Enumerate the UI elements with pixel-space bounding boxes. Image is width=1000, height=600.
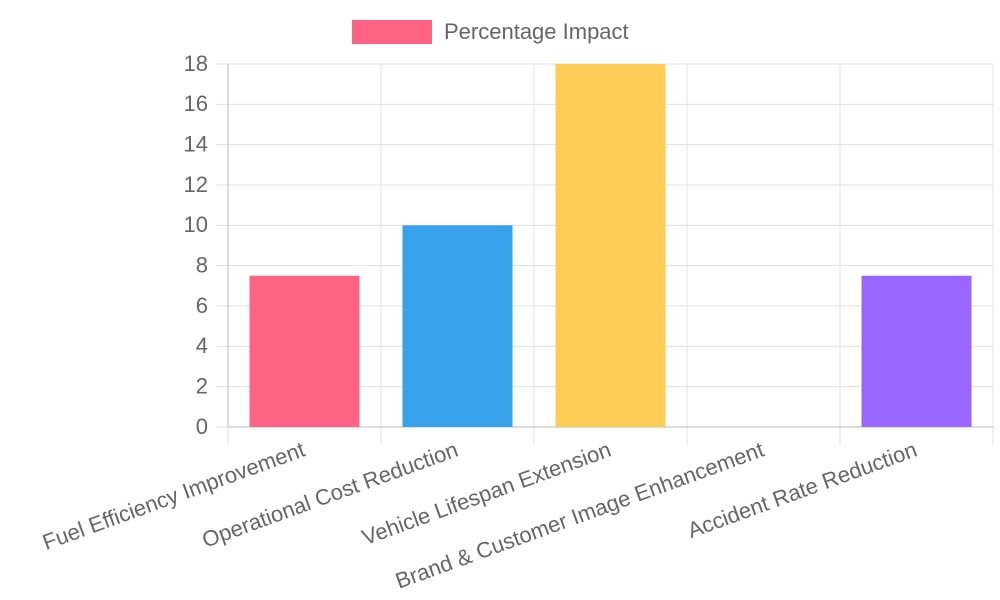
bar: [555, 64, 666, 427]
legend-swatch: [352, 20, 432, 44]
y-tick-label: 12: [184, 172, 208, 197]
y-tick-label: 10: [184, 212, 208, 237]
y-tick-label: 18: [184, 51, 208, 76]
y-tick-label: 0: [196, 414, 208, 439]
x-tick-label: Operational Cost Reduction: [199, 437, 462, 553]
bar: [861, 275, 972, 427]
y-tick-label: 16: [184, 91, 208, 116]
bar: [249, 275, 360, 427]
y-tick-label: 2: [196, 373, 208, 398]
x-tick-label: Vehicle Lifespan Extension: [359, 437, 615, 550]
legend-label: Percentage Impact: [444, 19, 629, 44]
y-tick-label: 14: [184, 131, 208, 156]
y-tick-label: 8: [196, 252, 208, 277]
x-tick-label: Fuel Efficiency Improvement: [39, 437, 308, 555]
y-tick-label: 4: [196, 333, 208, 358]
y-tick-label: 6: [196, 293, 208, 318]
bar: [402, 225, 513, 427]
